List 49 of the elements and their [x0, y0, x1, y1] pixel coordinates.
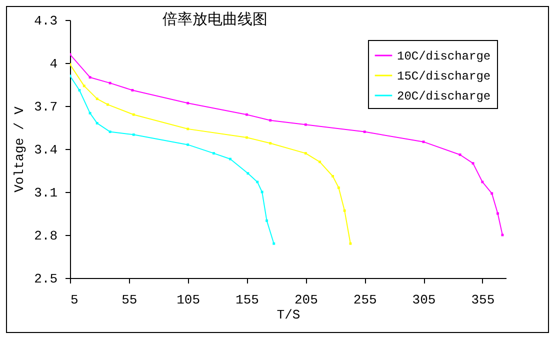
point	[106, 103, 109, 106]
point	[304, 152, 307, 155]
point	[132, 133, 135, 136]
line-series	[70, 74, 276, 245]
legend-label: 20C/discharge	[397, 90, 491, 104]
point	[108, 82, 112, 84]
x-tick-label: 155	[236, 292, 259, 308]
point	[318, 160, 322, 164]
y-tick-label: 3.4	[34, 142, 58, 158]
y-tick-label: 4	[50, 56, 58, 72]
point	[363, 130, 366, 134]
point	[272, 242, 276, 245]
legend-label: 10C/discharge	[397, 50, 491, 64]
y-tick-label: 2.5	[34, 272, 58, 286]
x-tick-label: 305	[412, 292, 436, 308]
point	[96, 122, 98, 124]
point	[186, 143, 190, 146]
point	[337, 186, 340, 189]
x-tick-label: 105	[176, 292, 200, 308]
point	[343, 209, 346, 212]
point	[82, 84, 86, 88]
chart-title: 倍率放电曲线图	[162, 10, 268, 28]
point	[186, 102, 190, 104]
line-series	[70, 63, 352, 245]
y-tick-label: 4.3	[34, 14, 58, 28]
point	[256, 180, 259, 184]
point	[349, 242, 352, 245]
x-tick-label: 5	[70, 292, 78, 308]
y-tick-label: 3.1	[34, 186, 58, 200]
y-tick-label: 2.8	[34, 228, 58, 244]
point	[490, 192, 494, 195]
legend-label: 15C/discharge	[397, 70, 491, 84]
point	[304, 123, 307, 126]
x-tick-label: 205	[294, 292, 318, 308]
x-tick-label: 55	[122, 292, 138, 308]
point	[96, 98, 98, 100]
point	[186, 128, 190, 130]
point	[269, 119, 272, 122]
point	[246, 172, 250, 175]
x-tick-label: 355	[471, 292, 495, 308]
y-tick-label: 3.7	[34, 100, 58, 114]
point	[132, 113, 135, 116]
point	[481, 180, 484, 184]
x-axis-title: T/S	[276, 308, 300, 322]
x-tick-label: 255	[353, 292, 377, 308]
point	[108, 130, 112, 134]
point	[88, 76, 92, 79]
point	[88, 112, 92, 114]
y-axis-title: Voltage / V	[12, 106, 28, 192]
